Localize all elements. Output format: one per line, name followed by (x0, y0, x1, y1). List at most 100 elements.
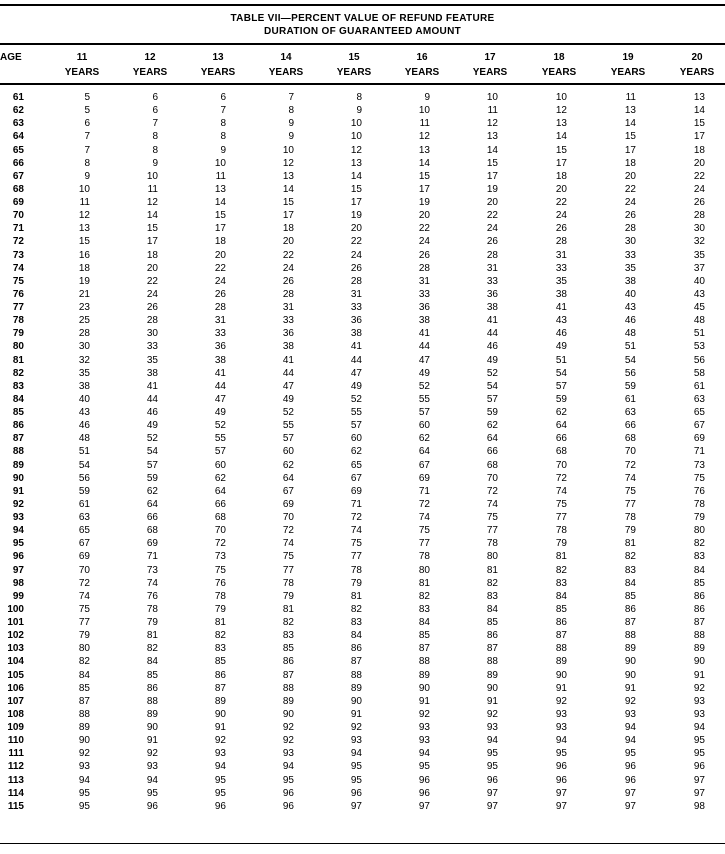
value-cell: 7 (84, 131, 90, 143)
value-cell: 81 (624, 538, 636, 550)
value-cell: 76 (146, 590, 158, 602)
value-cell: 20 (486, 197, 498, 208)
value-cell: 43 (78, 407, 90, 418)
age-cell: 74 (12, 262, 24, 274)
value-cell: 72 (350, 512, 362, 523)
value-cell: 68 (146, 525, 158, 537)
age-cell: 61 (12, 92, 24, 103)
value-cell: 88 (486, 656, 498, 668)
value-cell: 24 (350, 249, 362, 261)
value-cell: 85 (693, 577, 705, 589)
value-cell: 14 (486, 144, 498, 156)
value-cell: 91 (486, 695, 498, 707)
value-cell: 63 (624, 407, 636, 418)
value-cell: 81 (146, 630, 158, 642)
value-cell: 75 (693, 472, 705, 484)
value-cell: 43 (555, 315, 567, 327)
age-cell: 68 (12, 183, 24, 195)
value-cell: 17 (418, 183, 430, 195)
value-cell: 88 (418, 656, 430, 668)
value-cell: 81 (214, 617, 226, 628)
value-cell: 9 (152, 157, 158, 169)
value-cell: 87 (486, 643, 498, 655)
value-cell: 18 (282, 223, 294, 235)
value-cell: 24 (693, 183, 705, 195)
column-header-years: 17 (484, 52, 496, 63)
value-cell: 72 (486, 485, 498, 497)
value-cell: 96 (214, 800, 226, 812)
value-cell: 75 (78, 603, 90, 615)
value-cell: 64 (486, 433, 498, 445)
value-cell: 75 (214, 564, 226, 576)
value-cell: 15 (214, 210, 226, 222)
bottom-rule (0, 843, 725, 844)
value-cell: 38 (350, 328, 362, 340)
value-cell: 80 (693, 525, 705, 537)
value-cell: 24 (555, 210, 567, 222)
value-cell: 96 (486, 774, 498, 786)
value-cell: 84 (693, 564, 705, 576)
value-cell: 40 (693, 275, 705, 287)
value-cell: 95 (282, 774, 294, 786)
value-cell: 78 (350, 564, 362, 576)
value-cell: 78 (214, 590, 226, 602)
table-row: 115 95 96 96 96 97 97 97 97 97 98 (0, 801, 725, 814)
table-row: 113 94 94 95 95 95 96 96 96 96 97 (0, 775, 725, 788)
value-cell: 84 (624, 577, 636, 589)
value-cell: 8 (84, 157, 90, 169)
value-cell: 15 (555, 144, 567, 156)
value-cell: 28 (693, 210, 705, 222)
value-cell: 18 (78, 262, 90, 274)
value-cell: 67 (78, 538, 90, 550)
value-cell: 88 (624, 630, 636, 642)
value-cell: 26 (146, 302, 158, 313)
value-cell: 97 (624, 800, 636, 812)
value-cell: 46 (555, 328, 567, 340)
value-cell: 90 (350, 695, 362, 707)
table-row: 83 38 41 44 47 49 52 54 57 59 61 (0, 381, 725, 394)
column-header-unit: YEARS (610, 67, 646, 78)
value-cell: 5 (84, 92, 90, 103)
table-row: 65 7 8 9 10 12 13 14 15 17 18 (0, 145, 725, 158)
value-cell: 9 (288, 118, 294, 130)
value-cell: 10 (146, 170, 158, 182)
value-cell: 36 (486, 288, 498, 300)
value-cell: 82 (624, 551, 636, 563)
value-cell: 19 (418, 197, 430, 208)
age-cell: 81 (12, 354, 24, 366)
column-header-years: 16 (416, 52, 428, 63)
value-cell: 75 (350, 538, 362, 550)
value-cell: 18 (624, 157, 636, 169)
value-cell: 44 (146, 393, 158, 405)
age-cell: 87 (12, 433, 24, 445)
value-cell: 82 (693, 538, 705, 550)
age-cell: 65 (12, 144, 24, 156)
value-cell: 85 (624, 590, 636, 602)
value-cell: 30 (693, 223, 705, 235)
value-cell: 48 (693, 315, 705, 327)
table-row: 101 77 79 81 82 83 84 85 86 87 87 (0, 617, 725, 630)
value-cell: 38 (555, 288, 567, 300)
value-cell: 49 (146, 420, 158, 432)
value-cell: 49 (555, 341, 567, 353)
value-cell: 44 (350, 354, 362, 366)
value-cell: 80 (486, 551, 498, 563)
column-header-unit: YEARS (679, 67, 715, 78)
value-cell: 6 (220, 92, 226, 103)
age-cell: 84 (12, 393, 24, 405)
value-cell: 86 (214, 669, 226, 681)
value-cell: 12 (418, 131, 430, 143)
value-cell: 17 (146, 236, 158, 248)
value-cell: 78 (693, 498, 705, 510)
value-cell: 38 (146, 367, 158, 379)
value-cell: 79 (214, 603, 226, 615)
value-cell: 78 (624, 512, 636, 523)
table-row: 114 95 95 95 96 96 96 97 97 97 97 (0, 788, 725, 801)
value-cell: 7 (288, 92, 294, 103)
value-cell: 87 (624, 617, 636, 628)
value-cell: 19 (78, 275, 90, 287)
value-cell: 62 (418, 433, 430, 445)
value-cell: 33 (214, 328, 226, 340)
table-row: 91 59 62 64 67 69 71 72 74 75 76 (0, 486, 725, 499)
value-cell: 32 (78, 354, 90, 366)
